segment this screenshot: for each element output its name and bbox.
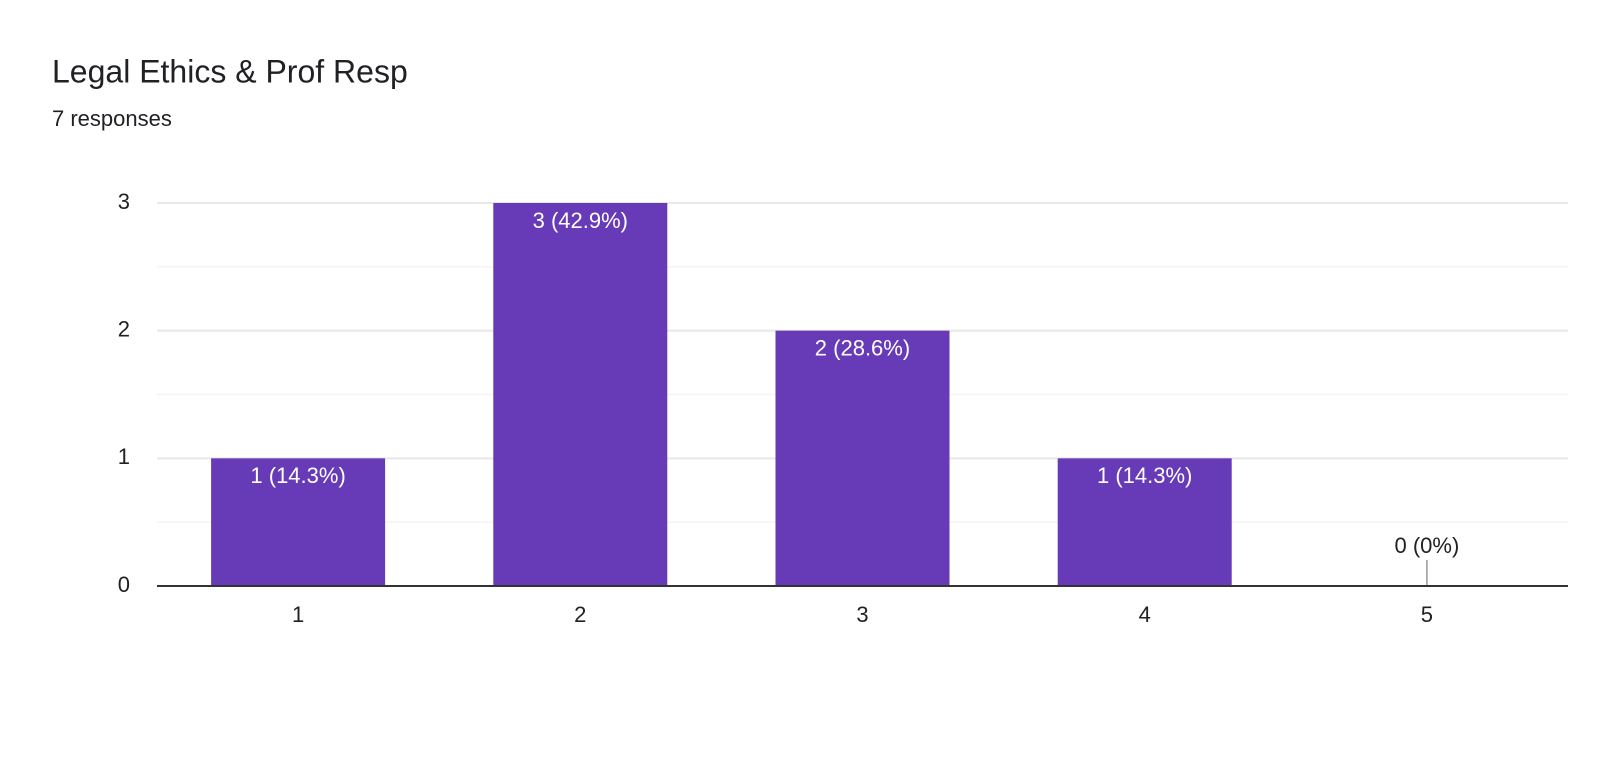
y-tick-label: 2 [118,316,130,341]
y-tick-label: 3 [118,189,130,214]
y-tick-label: 0 [118,572,130,597]
data-label: 3 (42.9%) [533,208,628,233]
data-label: 0 (0%) [1395,533,1460,558]
bar [775,330,950,586]
data-label: 1 (14.3%) [250,463,345,488]
data-label: 1 (14.3%) [1097,463,1192,488]
bar [493,203,668,586]
chart-subtitle: 7 responses [52,106,172,131]
x-tick-label: 1 [292,602,304,627]
bar [211,458,386,586]
data-label: 2 (28.6%) [815,335,910,360]
bar [1057,458,1232,586]
x-tick-label: 5 [1421,602,1433,627]
chart-title: Legal Ethics & Prof Resp [52,53,408,89]
x-tick-label: 3 [856,602,868,627]
x-tick-label: 2 [574,602,586,627]
x-tick-label: 4 [1139,602,1151,627]
y-tick-label: 1 [118,444,130,469]
